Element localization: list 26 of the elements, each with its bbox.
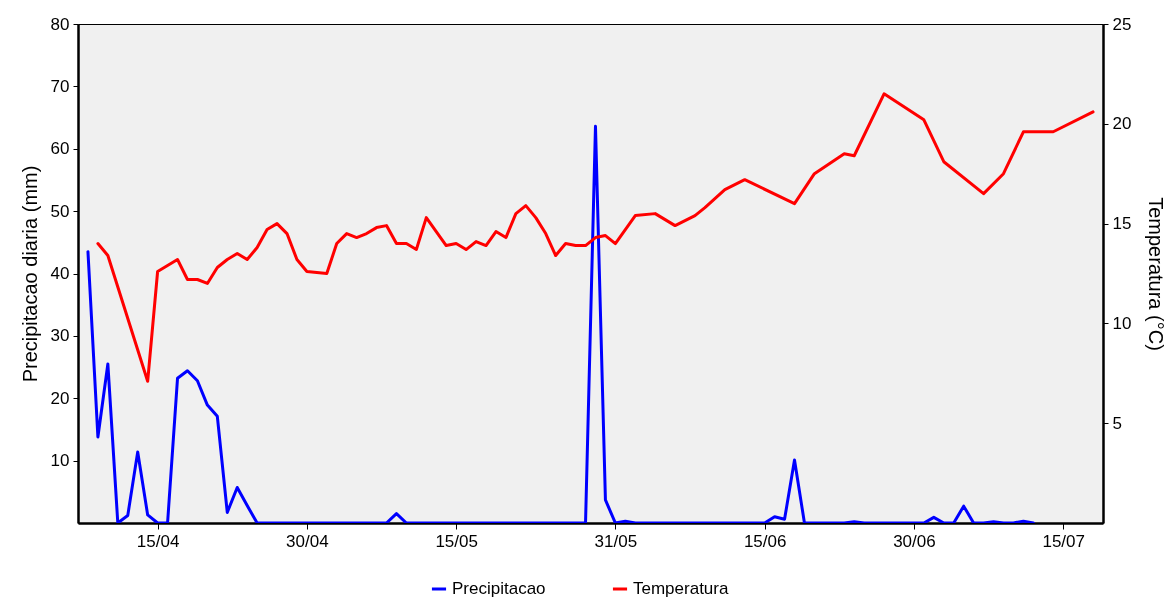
x-tick-label: 15/05 <box>435 531 478 551</box>
y2-tick-label: 25 <box>1112 14 1132 34</box>
y-tick-label: 80 <box>50 14 70 34</box>
y-axis-title: Precipitacao diaria (mm) <box>18 165 41 383</box>
line-series <box>86 124 1035 523</box>
y-tick-label: 20 <box>50 388 70 408</box>
y-tick-label: 60 <box>50 139 70 159</box>
y2-axis-title: Temperatura (°C) <box>1145 197 1168 351</box>
y2-tick-label: 5 <box>1112 413 1122 433</box>
line-series <box>96 92 1095 383</box>
legend-label: Temperatura <box>633 579 729 598</box>
x-tick-label: 15/04 <box>136 531 180 551</box>
y2-tick-label: 10 <box>1112 313 1132 333</box>
y-tick-label: 40 <box>50 264 70 283</box>
y-tick-label: 30 <box>50 326 70 346</box>
x-tick-label: 15/07 <box>1042 531 1085 551</box>
y-tick-label: 10 <box>50 451 70 471</box>
y-tick-label: 50 <box>50 201 70 221</box>
x-tick-label: 31/05 <box>594 531 638 551</box>
y2-tick-label: 15 <box>1112 214 1132 234</box>
x-tick-label: 15/06 <box>743 531 787 551</box>
x-tick-label: 30/04 <box>286 531 329 551</box>
y-tick-label: 70 <box>50 76 70 96</box>
x-tick-label: 30/06 <box>893 531 936 551</box>
y2-tick-label: 20 <box>1112 114 1132 134</box>
legend-label: Precipitacao <box>452 579 546 598</box>
